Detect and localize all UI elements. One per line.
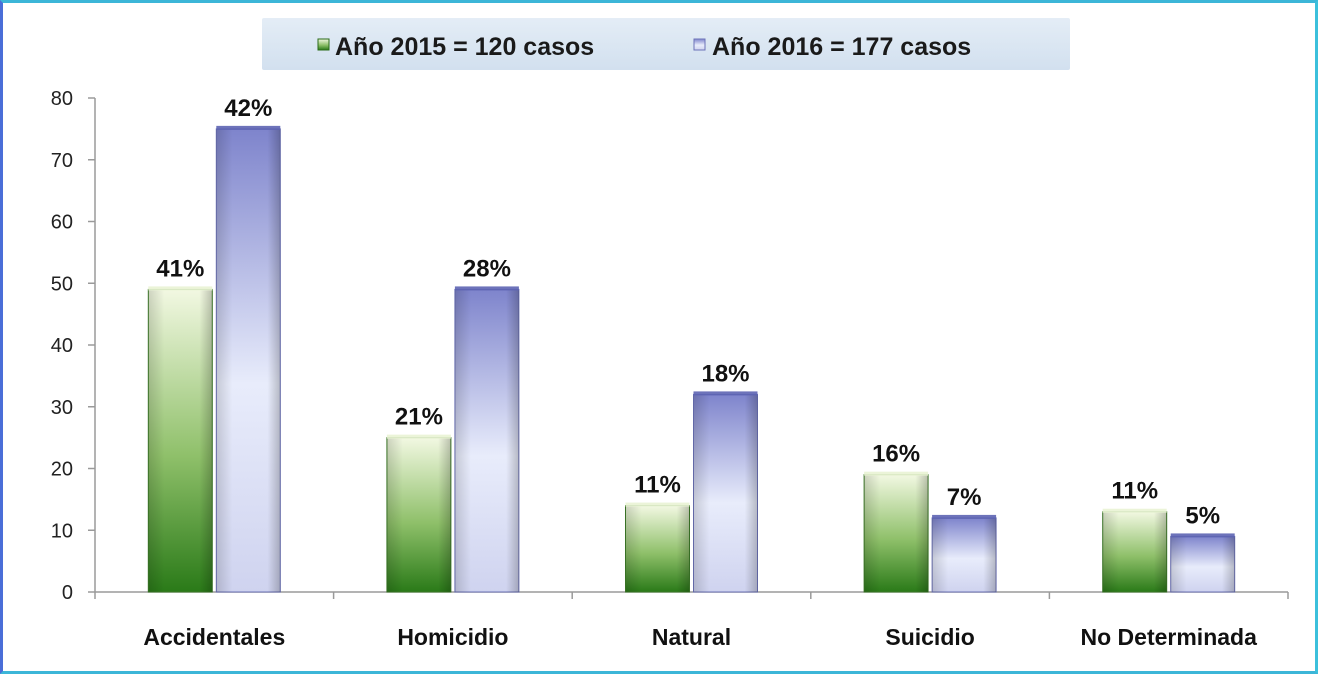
y-axis-ticks: 0 10 20 30 40 50 60 70 80	[51, 88, 95, 604]
y-tick-label: 20	[51, 459, 73, 481]
data-label-2015: 11%	[1111, 478, 1158, 505]
x-axis-ticks	[94, 592, 1289, 599]
y-tick-label: 70	[51, 150, 73, 172]
bar-top	[386, 434, 451, 439]
bar-shading	[932, 517, 997, 592]
legend-background	[262, 18, 1070, 70]
legend-label-2016: Año 2016 = 177 casos	[712, 33, 971, 61]
bar-top	[693, 391, 758, 396]
category-label: Homicidio	[397, 624, 508, 650]
bar-shading	[693, 394, 758, 592]
bar-shading	[216, 128, 281, 592]
bar-top	[864, 471, 929, 476]
bar-top	[148, 286, 213, 291]
category-label: Accidentales	[143, 624, 285, 650]
data-label-2015: 16%	[872, 441, 920, 468]
category-label: No Determinada	[1081, 624, 1258, 650]
category-label: Suicidio	[885, 624, 974, 650]
bar-shading	[148, 289, 213, 592]
bar-shading	[1170, 536, 1235, 592]
y-tick-label: 60	[51, 212, 73, 234]
bar-shading	[454, 289, 519, 592]
legend-swatch-2015	[317, 38, 330, 51]
y-tick-label: 40	[51, 335, 73, 357]
bar-top	[1170, 533, 1235, 538]
data-label-2016: 42%	[224, 95, 272, 122]
category-label: Natural	[652, 624, 731, 650]
legend: Año 2015 = 120 casos Año 2016 = 177 caso…	[262, 18, 1070, 70]
data-label-2016: 7%	[947, 484, 982, 511]
bars	[147, 125, 1236, 593]
y-tick-label: 10	[51, 520, 73, 542]
y-tick-label: 0	[62, 582, 73, 604]
bar-top	[625, 502, 690, 507]
data-label-2016: 28%	[463, 255, 511, 282]
bar-top	[1102, 508, 1167, 513]
legend-swatch-2016	[693, 38, 706, 51]
bar-shading	[1102, 511, 1167, 592]
bar-shading	[864, 474, 929, 592]
y-tick-label: 30	[51, 397, 73, 419]
data-label-2016: 18%	[701, 360, 749, 387]
data-label-2016: 5%	[1185, 502, 1220, 529]
bar-top	[932, 514, 997, 519]
y-tick-label: 80	[51, 88, 73, 110]
legend-label-2015: Año 2015 = 120 casos	[335, 33, 594, 61]
bar-top	[216, 125, 281, 130]
category-labels: Accidentales Homicidio Natural Suicidio No D…	[143, 624, 1257, 650]
data-label-2015: 41%	[156, 255, 204, 282]
data-label-2015: 21%	[395, 404, 443, 431]
bar-top	[454, 286, 519, 291]
bar-shading	[386, 437, 451, 592]
data-label-2015: 11%	[634, 472, 681, 499]
data-labels: 41% 42% 21% 28% 11% 18% 16% 7% 11% 5%	[156, 95, 1220, 530]
bar-shading	[625, 505, 690, 592]
y-tick-label: 50	[51, 273, 73, 295]
